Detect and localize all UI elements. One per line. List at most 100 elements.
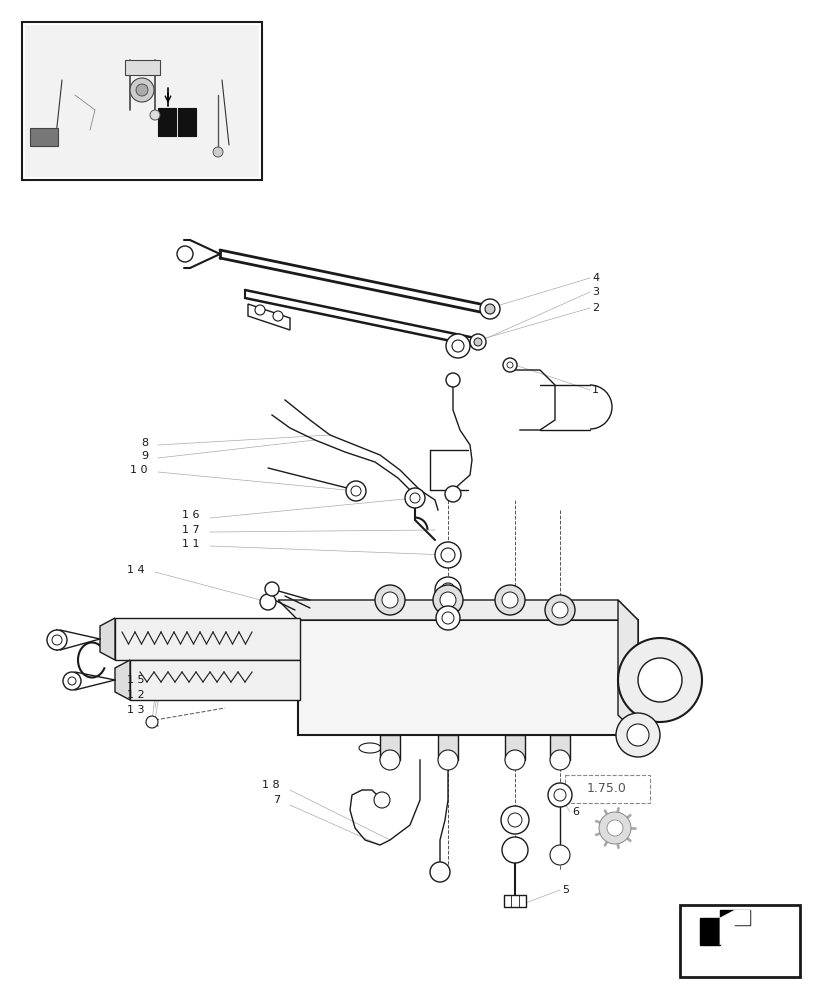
Circle shape <box>130 78 154 102</box>
Circle shape <box>351 486 361 496</box>
Text: 5: 5 <box>562 885 568 895</box>
Circle shape <box>473 338 481 346</box>
Circle shape <box>68 677 76 685</box>
Polygon shape <box>719 910 749 945</box>
Polygon shape <box>115 660 130 700</box>
Circle shape <box>547 783 571 807</box>
Bar <box>115 618 299 660</box>
Circle shape <box>439 592 456 608</box>
Circle shape <box>544 595 574 625</box>
Circle shape <box>485 304 495 314</box>
Bar <box>679 905 799 977</box>
Circle shape <box>177 246 193 262</box>
Circle shape <box>638 658 681 702</box>
Circle shape <box>213 147 222 157</box>
Text: 1 6: 1 6 <box>182 510 200 520</box>
Circle shape <box>617 638 701 722</box>
Circle shape <box>404 488 424 508</box>
Bar <box>178 108 196 136</box>
Bar <box>380 735 399 760</box>
Circle shape <box>552 602 567 618</box>
Polygon shape <box>617 600 638 735</box>
Circle shape <box>444 486 461 502</box>
Circle shape <box>63 672 81 690</box>
Circle shape <box>47 630 67 650</box>
Circle shape <box>380 750 399 770</box>
Text: 9: 9 <box>141 451 148 461</box>
Circle shape <box>506 362 513 368</box>
Text: 1 3: 1 3 <box>127 705 145 715</box>
Circle shape <box>502 358 516 372</box>
Bar <box>437 735 457 760</box>
Circle shape <box>626 724 648 746</box>
Circle shape <box>598 812 630 844</box>
Circle shape <box>374 792 390 808</box>
Circle shape <box>437 750 457 770</box>
Bar <box>298 620 638 735</box>
Circle shape <box>606 820 622 836</box>
Text: 3: 3 <box>591 287 598 297</box>
Circle shape <box>441 548 455 562</box>
Circle shape <box>434 577 461 603</box>
Bar <box>125 60 160 75</box>
Text: 1 7: 1 7 <box>182 525 200 535</box>
Circle shape <box>615 713 659 757</box>
Circle shape <box>504 750 524 770</box>
Text: 8: 8 <box>141 438 148 448</box>
Text: 2: 2 <box>591 303 599 313</box>
Circle shape <box>433 585 462 615</box>
Circle shape <box>52 635 62 645</box>
Circle shape <box>146 716 158 728</box>
Circle shape <box>549 845 569 865</box>
Text: 7: 7 <box>273 795 280 805</box>
Circle shape <box>508 813 521 827</box>
Bar <box>25 25 259 177</box>
Circle shape <box>434 542 461 568</box>
Circle shape <box>495 585 524 615</box>
Bar <box>549 735 569 760</box>
Circle shape <box>501 592 518 608</box>
Circle shape <box>480 299 500 319</box>
Circle shape <box>436 606 460 630</box>
Polygon shape <box>699 910 749 945</box>
Circle shape <box>553 789 566 801</box>
Circle shape <box>501 837 528 863</box>
Text: 6: 6 <box>571 807 578 817</box>
Text: 1 2: 1 2 <box>127 690 145 700</box>
Circle shape <box>446 373 460 387</box>
Circle shape <box>136 84 148 96</box>
Bar <box>504 735 524 760</box>
Text: 1.75.0: 1.75.0 <box>586 782 626 795</box>
Circle shape <box>441 583 455 597</box>
Bar <box>30 128 58 146</box>
Text: 1: 1 <box>591 385 598 395</box>
Circle shape <box>150 110 160 120</box>
Text: 4: 4 <box>591 273 599 283</box>
Circle shape <box>429 862 449 882</box>
Circle shape <box>260 594 275 610</box>
Circle shape <box>375 585 404 615</box>
Circle shape <box>549 750 569 770</box>
Circle shape <box>273 311 283 321</box>
Circle shape <box>265 582 279 596</box>
Circle shape <box>381 592 398 608</box>
Bar <box>158 108 176 136</box>
Text: 1 0: 1 0 <box>131 465 148 475</box>
Circle shape <box>446 334 470 358</box>
Circle shape <box>442 612 453 624</box>
Text: 1 8: 1 8 <box>262 780 280 790</box>
Circle shape <box>500 806 528 834</box>
Polygon shape <box>100 618 115 660</box>
Polygon shape <box>278 600 638 620</box>
Bar <box>564 775 649 803</box>
Circle shape <box>452 340 463 352</box>
Circle shape <box>470 334 485 350</box>
Text: 1 1: 1 1 <box>182 539 200 549</box>
Bar <box>130 660 299 700</box>
Text: 1 4: 1 4 <box>127 565 145 575</box>
Circle shape <box>255 305 265 315</box>
Text: 1 5: 1 5 <box>127 675 145 685</box>
Bar <box>504 895 525 907</box>
Circle shape <box>409 493 419 503</box>
Bar <box>22 22 261 180</box>
